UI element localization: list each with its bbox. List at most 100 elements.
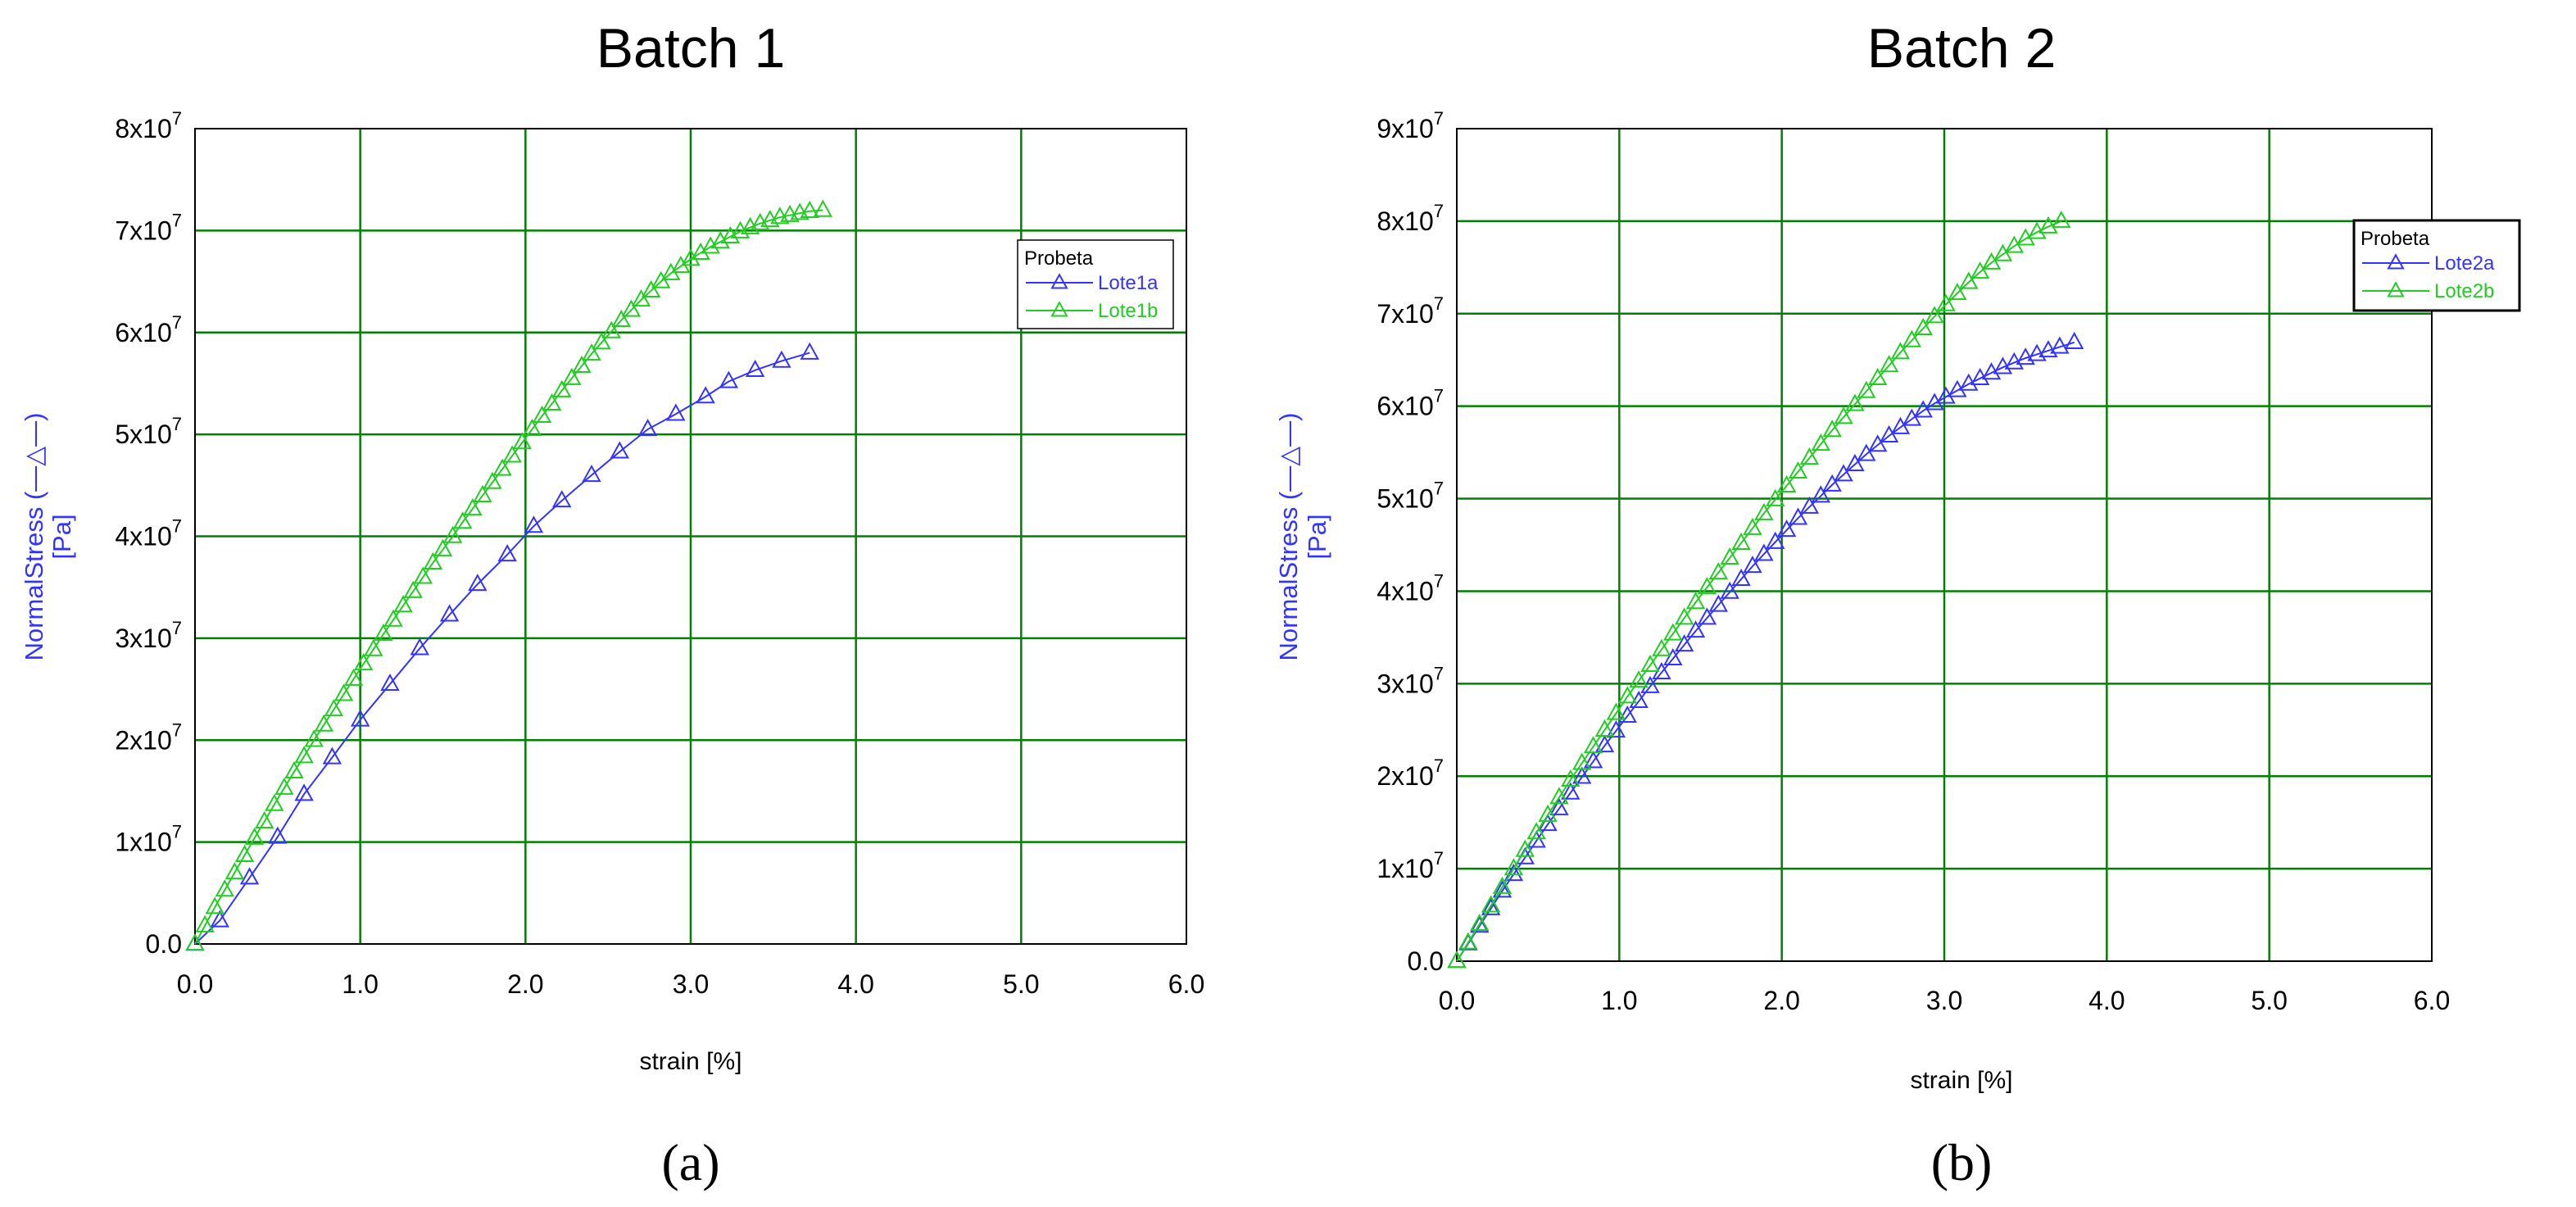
y-axis-label: NormalStress (—△—) — [20, 413, 48, 661]
data-point-marker — [497, 544, 517, 562]
data-point-marker — [1708, 594, 1729, 612]
data-point-marker — [524, 515, 544, 533]
series-line — [1456, 220, 2062, 962]
y-axis-unit-label: [Pa] — [48, 514, 76, 559]
data-point-marker — [354, 653, 374, 671]
chart-2: 0.0 1.0 2.0 3.0 4.0 5.0 6.00.01x1072x1073x1074… — [1274, 17, 2521, 1191]
data-point-marker — [442, 525, 463, 543]
data-point-marker — [483, 471, 502, 489]
data-point-marker — [1811, 433, 1830, 451]
plot-frame — [194, 128, 1187, 945]
y-tick-exponent: 7 — [1434, 386, 1444, 406]
data-point-marker — [1561, 782, 1581, 800]
data-point-marker — [1708, 562, 1729, 580]
data-point-marker — [1629, 670, 1649, 688]
x-tick-label: 3.0 — [1926, 986, 1962, 1015]
data-point-marker — [1731, 532, 1751, 550]
data-point-marker — [343, 668, 364, 686]
subfigure-caption: (b) — [1931, 1133, 1993, 1191]
data-point-marker — [1993, 243, 2013, 261]
data-point-marker — [1913, 317, 1933, 336]
x-tick-label: 2.0 — [507, 969, 543, 999]
data-point-marker — [1959, 271, 1979, 289]
data-point-marker — [333, 683, 354, 701]
x-tick-label: 2.0 — [1763, 986, 1799, 1015]
data-point-marker — [1617, 705, 1637, 724]
data-point-marker — [1822, 474, 1842, 492]
data-point-marker — [1754, 543, 1774, 561]
y-tick-label: 4x107 — [115, 516, 182, 551]
x-axis-label: strain [%] — [639, 1048, 742, 1075]
data-point-marker — [1674, 607, 1694, 625]
y-tick-label: 7x107 — [115, 210, 182, 245]
y-tick-base: 6x10 — [1376, 392, 1433, 421]
y-tick-exponent: 7 — [1434, 108, 1444, 129]
y-tick-exponent: 7 — [172, 719, 182, 740]
data-point-marker — [691, 242, 710, 260]
data-point-marker — [522, 419, 542, 437]
data-point-marker — [572, 355, 592, 373]
data-point-marker — [1492, 880, 1512, 898]
data-point-marker — [681, 248, 701, 266]
y-axis-unit-label: [Pa] — [1303, 514, 1331, 559]
data-point-marker — [322, 746, 342, 765]
data-point-marker — [582, 465, 601, 483]
data-point-marker — [1583, 736, 1603, 754]
y-tick-base: 4x10 — [115, 522, 171, 551]
y-tick-label: 0.0 — [146, 929, 182, 959]
y-tick-label: 1x107 — [115, 822, 182, 857]
y-tick-label: 0.0 — [1408, 946, 1444, 976]
y-tick-exponent: 7 — [172, 414, 182, 434]
data-point-marker — [468, 574, 488, 592]
x-tick-label: 3.0 — [673, 969, 709, 999]
data-point-marker — [274, 777, 294, 795]
y-tick-label: 6x107 — [1376, 386, 1444, 421]
data-point-marker — [268, 826, 288, 844]
x-tick-label: 6.0 — [2414, 986, 2450, 1015]
legend-box — [1017, 239, 1174, 329]
y-tick-base: 2x10 — [115, 725, 171, 755]
data-point-marker — [1720, 581, 1739, 599]
data-point-marker — [492, 458, 512, 476]
data-point-marker — [1834, 464, 1853, 482]
data-point-marker — [1834, 406, 1853, 424]
series-line — [1456, 341, 2075, 962]
data-point-marker — [1776, 474, 1797, 492]
chart-title: Batch 2 — [1867, 17, 2057, 79]
y-tick-base: 5x10 — [1376, 484, 1433, 514]
data-point-marker — [611, 309, 631, 328]
data-point-marker — [592, 332, 611, 350]
data-point-marker — [1890, 342, 1911, 360]
y-tick-label: 4x107 — [1376, 570, 1444, 606]
data-point-marker — [542, 393, 562, 411]
data-point-marker — [1766, 488, 1785, 506]
y-tick-base: 3x10 — [115, 624, 171, 653]
data-point-marker — [350, 709, 370, 727]
data-point-marker — [2039, 216, 2058, 234]
data-point-marker — [463, 498, 483, 516]
y-tick-label: 2x107 — [115, 719, 182, 755]
y-tick-exponent: 7 — [1434, 756, 1444, 776]
legend-box — [2352, 219, 2521, 312]
data-point-marker — [1640, 654, 1660, 672]
x-axis-label: strain [%] — [1910, 1067, 2012, 1094]
data-point-marker — [582, 343, 601, 361]
x-tick-label: 4.0 — [2088, 986, 2125, 1015]
y-tick-base: 1x10 — [1376, 854, 1433, 883]
y-tick-exponent: 7 — [172, 618, 182, 638]
data-point-marker — [1663, 647, 1683, 666]
y-tick-label: 8x107 — [115, 108, 182, 143]
data-point-marker — [1731, 568, 1751, 586]
series-Lote2b — [1447, 211, 2071, 969]
series-line — [194, 352, 810, 945]
data-point-marker — [1879, 424, 1899, 442]
x-tick-label: 6.0 — [1168, 969, 1204, 999]
data-point-marker — [1538, 804, 1558, 822]
data-point-marker — [1857, 443, 1876, 461]
x-tick-label: 0.0 — [1439, 986, 1475, 1015]
data-point-marker — [1663, 623, 1683, 641]
data-point-marker — [1970, 261, 1990, 279]
x-tick-label: 1.0 — [342, 969, 378, 999]
legend-entry: Lote2a — [2434, 252, 2495, 275]
